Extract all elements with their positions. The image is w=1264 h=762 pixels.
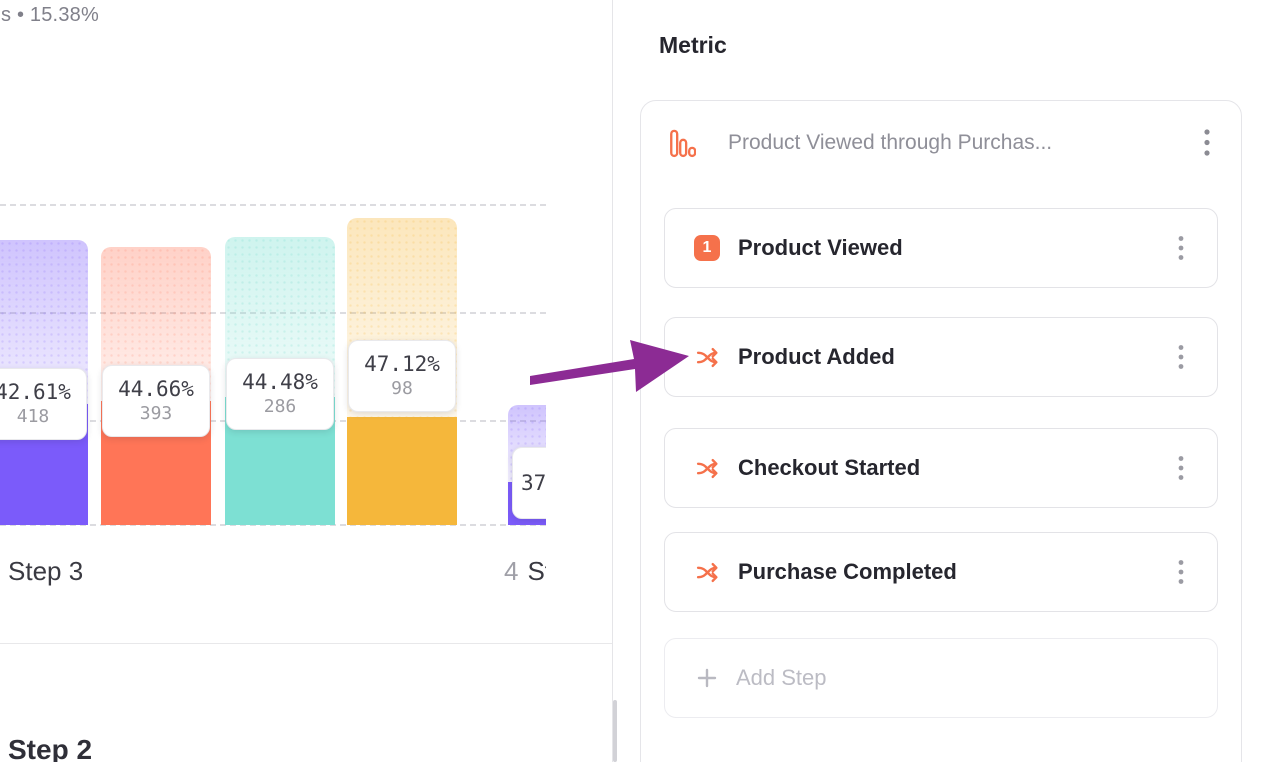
bar-value-label: 42.61% 418 bbox=[0, 368, 87, 440]
step-number-badge: 1 bbox=[694, 235, 720, 261]
funnel-bar-converted[interactable] bbox=[347, 417, 457, 525]
step-number: 4 bbox=[504, 556, 519, 586]
plus-icon bbox=[694, 665, 720, 691]
step-menu-button[interactable] bbox=[1171, 453, 1191, 483]
shuffle-icon bbox=[694, 455, 720, 481]
shuffle-icon bbox=[694, 344, 720, 370]
gridline bbox=[0, 204, 546, 206]
funnel-step-row-product-viewed[interactable]: 1 Product Viewed bbox=[664, 208, 1218, 288]
section-heading-step-2: Step 2 bbox=[8, 734, 93, 762]
panel-divider bbox=[612, 0, 613, 762]
conversion-summary-text: s • 15.38% bbox=[1, 4, 99, 26]
step-menu-button[interactable] bbox=[1171, 557, 1191, 587]
metric-card-header[interactable]: Product Viewed through Purchas... bbox=[670, 118, 1222, 168]
funnel-step-row-product-added[interactable]: Product Added bbox=[664, 317, 1218, 397]
step-label: Product Viewed bbox=[738, 235, 903, 260]
funnel-step-row-purchase-completed[interactable]: Purchase Completed bbox=[664, 532, 1218, 612]
bar-value-label: 44.48% 286 bbox=[226, 358, 334, 430]
add-step-button[interactable]: Add Step bbox=[664, 638, 1218, 718]
step-menu-button[interactable] bbox=[1171, 233, 1191, 263]
funnel-step-row-checkout-started[interactable]: Checkout Started bbox=[664, 428, 1218, 508]
add-step-label: Add Step bbox=[736, 665, 827, 690]
x-axis-label-step-3: Step 3 bbox=[8, 556, 84, 586]
step-menu-button[interactable] bbox=[1171, 342, 1191, 372]
metric-title: Product Viewed through Purchas... bbox=[728, 131, 1053, 154]
bar-value-label: 44.66% 393 bbox=[102, 365, 210, 437]
funnel-chart-icon bbox=[670, 129, 696, 157]
bar-value-label: 47.12% 98 bbox=[348, 340, 456, 412]
step-label: Product Added bbox=[738, 344, 895, 369]
gridline-baseline bbox=[0, 524, 546, 526]
metric-panel-title: Metric bbox=[659, 32, 727, 58]
shuffle-icon bbox=[694, 559, 720, 585]
gridline bbox=[0, 312, 546, 314]
step-label: Purchase Completed bbox=[738, 559, 957, 584]
metric-card-menu-button[interactable] bbox=[1197, 128, 1217, 158]
funnel-chart-panel: s • 15.38% 42.61% 418 bbox=[0, 0, 613, 762]
section-divider bbox=[0, 643, 613, 644]
x-axis-label-step-4: 4Step 4 bbox=[504, 556, 546, 586]
funnel-chart: 42.61% 418 44.66% 393 44.48% 286 47.12% … bbox=[0, 0, 546, 643]
scrollbar-thumb[interactable] bbox=[613, 700, 617, 762]
bar-value-label: 37 bbox=[512, 447, 546, 519]
step-label: Checkout Started bbox=[738, 455, 921, 480]
